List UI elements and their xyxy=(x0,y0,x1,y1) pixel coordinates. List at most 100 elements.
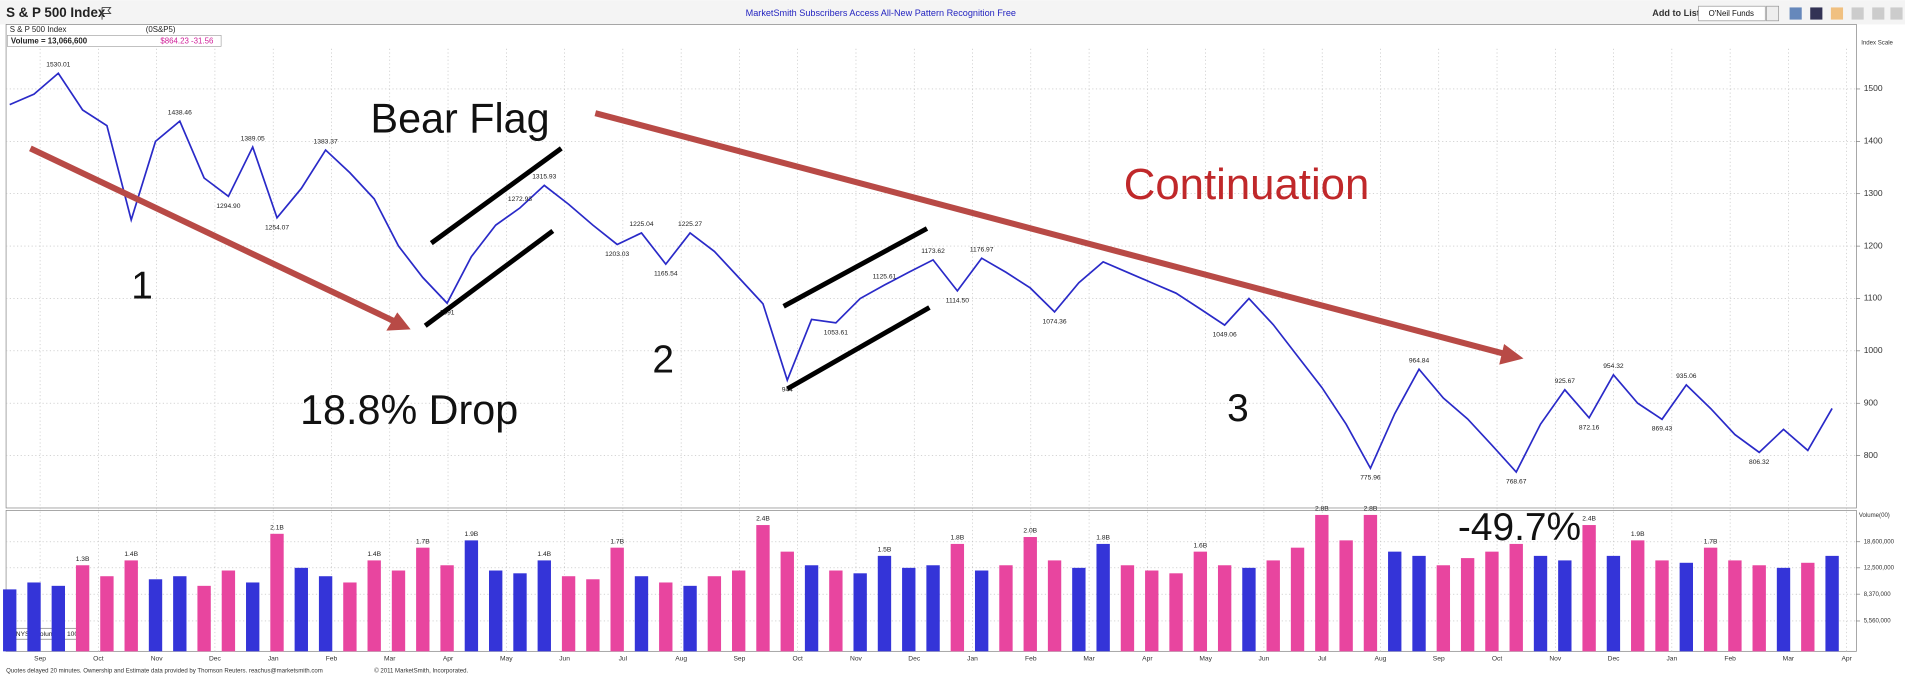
x-tick-label: Feb xyxy=(326,655,338,662)
icon[interactable] xyxy=(1890,7,1903,20)
x-tick-label: Jun xyxy=(1259,655,1270,662)
annotation: -49.7% xyxy=(1458,506,1581,549)
annotation-lines xyxy=(29,110,1524,392)
volume-bar xyxy=(683,585,697,652)
icon[interactable] xyxy=(1789,7,1802,20)
annotation: Bear Flag xyxy=(371,96,550,142)
volume-bar xyxy=(1339,540,1353,652)
icon[interactable] xyxy=(1830,7,1844,20)
volume-bar xyxy=(489,570,503,652)
volume-bar xyxy=(1825,555,1839,652)
list-button-text[interactable]: O'Neil Funds xyxy=(1709,9,1754,18)
icon[interactable] xyxy=(1872,7,1885,20)
volume-bar xyxy=(999,565,1013,652)
x-tick-label: Jan xyxy=(1666,655,1677,662)
volume-bar xyxy=(440,565,454,652)
volume-bar xyxy=(537,560,551,652)
flag-line xyxy=(782,226,929,309)
volume-bar xyxy=(270,533,284,652)
volume-bar xyxy=(1460,558,1475,652)
volume-bar xyxy=(1655,560,1669,652)
x-tick-label: Mar xyxy=(1783,655,1795,662)
volume-bar xyxy=(634,576,649,652)
arrow-head xyxy=(386,312,411,331)
volume-bar xyxy=(1193,551,1208,652)
y-tick-label: 800 xyxy=(1864,450,1878,460)
x-tick-label: Nov xyxy=(1549,655,1562,662)
price-panel xyxy=(5,24,1857,509)
x-tick-label: Mar xyxy=(384,655,396,662)
flag-line xyxy=(423,229,555,328)
flag-line xyxy=(429,146,563,246)
x-tick-label: Aug xyxy=(675,655,687,662)
price-line xyxy=(9,72,1833,474)
x-tick-label: May xyxy=(500,655,513,662)
volume-bar xyxy=(1169,573,1183,652)
volume-bar xyxy=(1533,555,1548,652)
x-tick-label: Apr xyxy=(443,655,454,662)
volume-bar xyxy=(1752,565,1766,652)
x-tick-label: Dec xyxy=(209,655,222,662)
dropdown-button[interactable] xyxy=(1766,5,1780,22)
promo-link[interactable]: MarketSmith Subscribers Access All-New P… xyxy=(746,8,1016,18)
x-tick-label: Sep xyxy=(733,655,745,662)
volume-bar xyxy=(780,551,794,652)
flag-icon[interactable] xyxy=(101,6,112,20)
volume-bar xyxy=(3,589,17,652)
x-tick-label: Feb xyxy=(1724,655,1736,662)
volume-bar xyxy=(1606,555,1621,652)
y-tick-label: 1400 xyxy=(1864,136,1883,146)
volume-bar xyxy=(1436,565,1451,652)
icon[interactable] xyxy=(1810,7,1823,20)
info-name: S & P 500 Index xyxy=(10,25,67,34)
price-label: 869.43 xyxy=(1652,426,1673,433)
volume-bar xyxy=(1485,551,1499,652)
volume-label: 2.4B xyxy=(1582,516,1596,523)
volume-bar xyxy=(659,582,673,652)
price-label: 1203.03 xyxy=(605,251,629,258)
volume-bar xyxy=(367,560,381,652)
price-label: 925.67 xyxy=(1555,378,1576,385)
price-label: 806.32 xyxy=(1749,459,1770,466)
info-symbol: (0S&P5) xyxy=(146,25,176,34)
x-tick-label: Aug xyxy=(1375,655,1387,662)
volume-bar xyxy=(51,585,65,652)
annotation: 3 xyxy=(1227,387,1249,430)
x-tick-label: May xyxy=(1199,655,1212,662)
volume-label: 2.1B xyxy=(270,524,284,531)
add-to-list-label: Add to List: xyxy=(1652,8,1703,18)
trend-arrow xyxy=(29,145,398,325)
info-price: $864.23 -31.56 xyxy=(160,37,214,46)
list-button[interactable] xyxy=(1698,5,1766,22)
y-tick-label: 18,600,000 xyxy=(1864,539,1895,545)
volume-bar xyxy=(124,560,138,652)
volume-label: 1.7B xyxy=(610,538,624,545)
footer-copyright: © 2011 MarketSmith, Incorporated. xyxy=(374,667,468,674)
price-label: 775.96 xyxy=(1360,475,1381,482)
header-title: S & P 500 Index xyxy=(6,5,106,20)
volume-legend: NYSE Volume in 100 xyxy=(16,631,79,638)
volume-bar xyxy=(221,570,236,652)
volume-bar xyxy=(1363,514,1378,652)
volume-bar xyxy=(1776,567,1791,652)
volume-label: 1.9B xyxy=(1631,531,1645,538)
volume-bar xyxy=(853,573,867,652)
volume-bar xyxy=(1703,547,1718,652)
volume-bar xyxy=(1631,540,1645,652)
x-tick-label: Jul xyxy=(1318,655,1327,662)
annotation: 1 xyxy=(131,264,153,307)
volume-bar xyxy=(318,576,333,652)
volume-label: 1.7B xyxy=(1704,538,1718,545)
y-tick-label: 8,370,000 xyxy=(1864,592,1892,598)
y-tick-label: 900 xyxy=(1864,397,1878,407)
icon[interactable] xyxy=(1851,7,1864,20)
price-label: 1053.61 xyxy=(824,329,848,336)
volume-bar xyxy=(926,565,940,652)
volume-bar xyxy=(1728,560,1742,652)
price-label: 1125.61 xyxy=(873,273,897,280)
volume-bar xyxy=(1120,565,1135,652)
volume-bar xyxy=(1509,543,1523,652)
volume-bar xyxy=(1412,555,1426,652)
price-label: 1091 xyxy=(440,310,455,317)
